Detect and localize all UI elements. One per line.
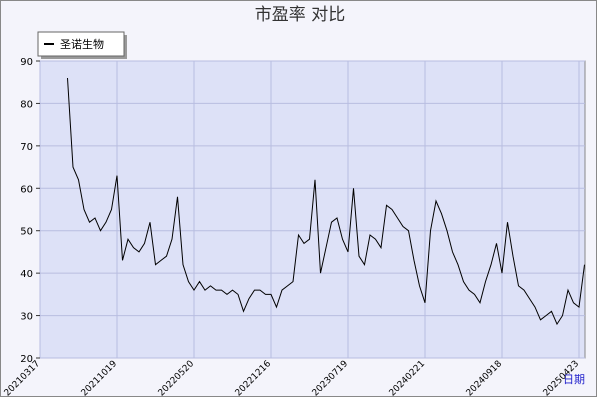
- data-line: [67, 77, 585, 326]
- x-axis-label: 日期: [563, 373, 585, 386]
- y-tick-label: 20: [20, 354, 33, 365]
- y-tick-label: 70: [20, 142, 33, 153]
- legend-label: 圣诺生物: [60, 37, 104, 51]
- y-tick-label: 40: [20, 269, 33, 280]
- y-tick-label: 50: [20, 227, 33, 238]
- y-tick-label: 90: [20, 57, 33, 68]
- y-tick-label: 80: [20, 99, 33, 110]
- y-tick-label: 30: [20, 312, 33, 323]
- chart-title: 市盈率 对比: [255, 5, 345, 25]
- y-tick-label: 60: [20, 184, 33, 195]
- grid: [39, 60, 585, 359]
